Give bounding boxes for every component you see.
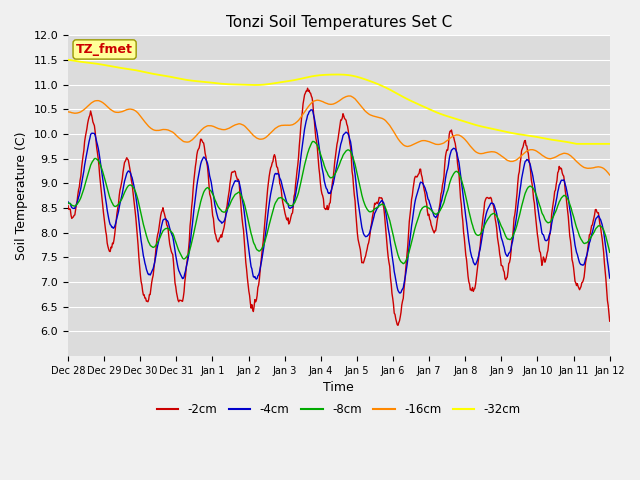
- Legend: -2cm, -4cm, -8cm, -16cm, -32cm: -2cm, -4cm, -8cm, -16cm, -32cm: [152, 398, 525, 420]
- Y-axis label: Soil Temperature (C): Soil Temperature (C): [15, 132, 28, 260]
- Title: Tonzi Soil Temperatures Set C: Tonzi Soil Temperatures Set C: [226, 15, 452, 30]
- Text: TZ_fmet: TZ_fmet: [76, 43, 133, 56]
- X-axis label: Time: Time: [323, 381, 354, 394]
